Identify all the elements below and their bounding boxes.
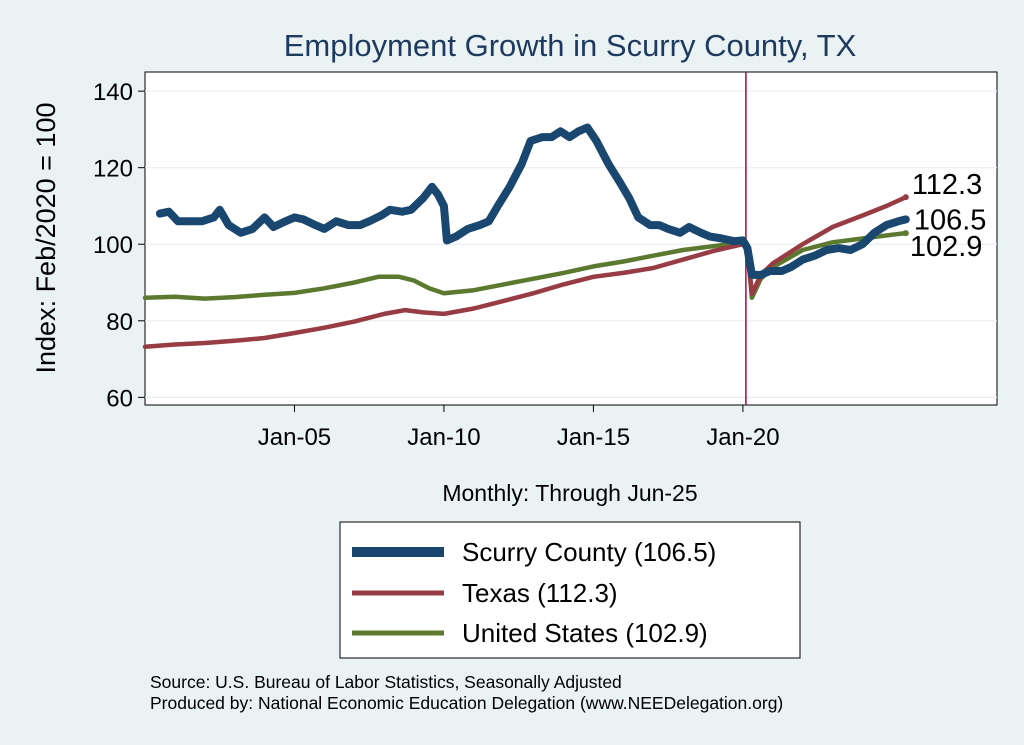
x-tick-label-Jan-10: Jan-10: [407, 424, 480, 451]
end-label-us: 102.9: [910, 231, 983, 263]
x-tick-label-Jan-05: Jan-05: [258, 424, 331, 451]
footer-produced-by: Produced by: National Economic Education…: [150, 693, 783, 713]
series-layer: [142, 123, 910, 350]
legend-label-scurry: Scurry County (106.5): [462, 537, 716, 567]
axis-layer: 60 80 100 120 140 Jan-05 Jan-10 Jan-15 Jan-20: [93, 79, 780, 451]
legend-label-us: United States (102.9): [462, 618, 708, 648]
series-line-texas: [142, 194, 909, 350]
legend: Scurry County (106.5) Texas (112.3) Unit…: [339, 521, 801, 659]
y-tick-label-100: 100: [93, 232, 133, 259]
series-line-scurry: [155, 123, 910, 279]
series-line-texas-end-point: [902, 194, 909, 201]
series-line-us-end-point: [902, 230, 909, 237]
x-tick-label-Jan-20: Jan-20: [706, 424, 779, 451]
y-tick-label-60: 60: [106, 385, 133, 412]
footer-source: Source: U.S. Bureau of Labor Statistics,…: [150, 672, 622, 692]
end-label-scurry: 106.5: [914, 204, 987, 236]
series-line-scurry-end-point: [902, 216, 909, 223]
x-tick-label-Jan-15: Jan-15: [557, 424, 630, 451]
x-axis-title: Monthly: Through Jun-25: [442, 480, 697, 506]
y-axis-title: Index: Feb/2020 = 100: [31, 103, 61, 374]
chart-title: Employment Growth in Scurry County, TX: [284, 28, 857, 63]
y-tick-label-140: 140: [93, 79, 133, 106]
y-tick-label-80: 80: [106, 309, 133, 336]
legend-label-texas: Texas (112.3): [462, 578, 618, 608]
y-tick-label-120: 120: [93, 156, 133, 183]
end-label-texas: 112.3: [912, 169, 982, 201]
